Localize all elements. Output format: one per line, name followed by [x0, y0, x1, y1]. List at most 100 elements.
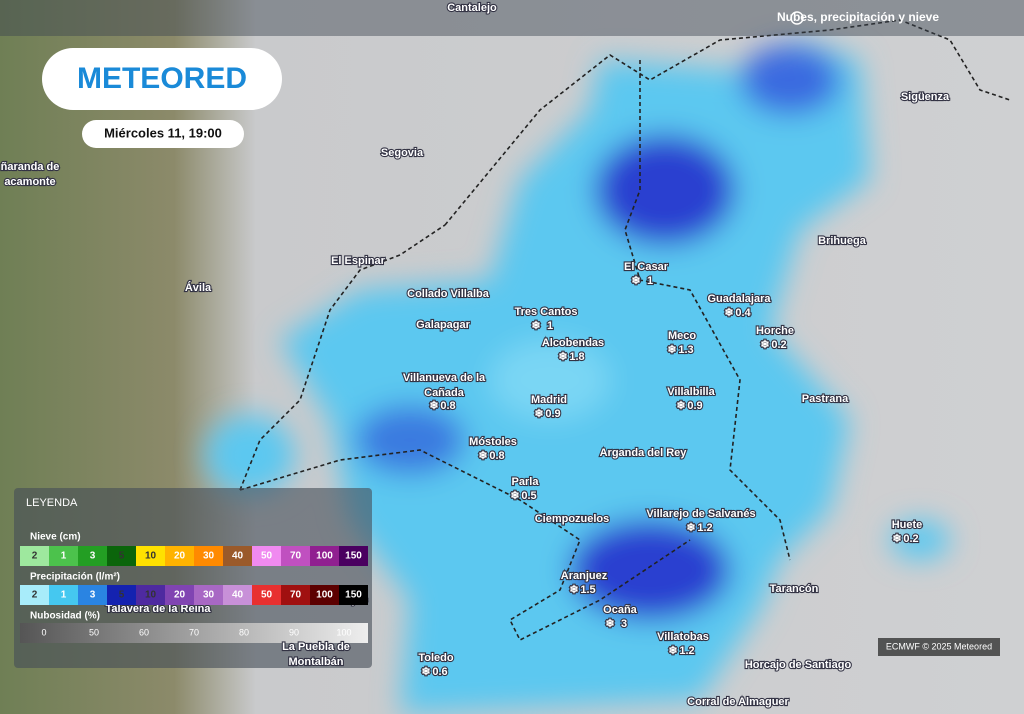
place-name: Horche — [756, 325, 794, 337]
place-name: Segovia — [381, 147, 424, 159]
snow-icon: ❄ — [478, 450, 487, 462]
legend-label: 70 — [189, 627, 199, 637]
snow-icon: ❄ — [569, 584, 578, 596]
legend-label: 40 — [232, 590, 244, 601]
boundary — [239, 19, 1011, 642]
cloud-icon — [790, 11, 804, 25]
credit-box — [878, 638, 1000, 656]
legend-label: 50 — [261, 590, 273, 601]
place-name: Montalbán — [289, 656, 344, 668]
legend-label: 10 — [145, 590, 157, 601]
precip-value: 0.2 — [771, 339, 786, 351]
legend-label: 100 — [316, 590, 333, 601]
legend-label: 3 — [90, 551, 96, 562]
snow-icon: ❄ — [892, 533, 901, 545]
legend-label: 3 — [90, 590, 96, 601]
place-name: La Puebla de — [282, 641, 350, 653]
legend-label: 150 — [345, 590, 362, 601]
place-name: Meco — [668, 330, 696, 342]
place-name: Cañada — [424, 387, 465, 399]
legend-label: 30 — [203, 590, 215, 601]
legend-cloud-title: Nubosidad (%) — [30, 611, 100, 622]
legend-swatch — [107, 546, 136, 566]
legend-swatch — [78, 585, 107, 605]
legend-swatch — [339, 585, 368, 605]
snow-icon: ❄ — [760, 339, 769, 351]
legend-swatch — [223, 585, 252, 605]
precipitation — [205, 40, 950, 714]
credit: ECMWF © 2025 Meteored — [886, 641, 992, 651]
legend-title: LEYENDA — [26, 497, 78, 509]
place-name: Villanueva de la — [403, 372, 486, 384]
snow-icon: ❄ — [534, 408, 543, 420]
precip-value: 1 — [647, 275, 653, 287]
legend-precip-title: Precipitación (l/m²) — [30, 572, 120, 583]
place-name: ñaranda de — [1, 161, 60, 173]
place-name: Móstoles — [469, 436, 517, 448]
legend-swatch — [107, 585, 136, 605]
legend-swatch — [310, 546, 339, 566]
precip-value: 1.3 — [678, 344, 693, 356]
legend-label: 30 — [203, 551, 215, 562]
legend-label: 10 — [145, 551, 157, 562]
place-name: Ciempozuelos — [535, 513, 610, 525]
legend-swatch — [165, 585, 194, 605]
legend-label: 5 — [119, 551, 125, 562]
legend-label: 80 — [239, 627, 249, 637]
place-name: Corral de Almaguer — [687, 696, 789, 708]
place-name: Galapagar — [416, 319, 471, 331]
place-name: Villarejo de Salvanés — [646, 508, 755, 520]
place-name: El Casar — [624, 261, 669, 273]
date-pill — [82, 120, 244, 148]
precip-value: 0.5 — [521, 490, 536, 502]
place-name: Toledo — [418, 652, 454, 664]
place-name: Guadalajara — [708, 293, 772, 305]
legend-label: 100 — [336, 627, 351, 637]
legend-swatch — [49, 585, 78, 605]
legend-swatch — [20, 546, 49, 566]
logo-pill — [42, 48, 282, 110]
legend-swatch — [310, 585, 339, 605]
place-name: Aranjuez — [561, 570, 608, 582]
legend-label: 1 — [61, 590, 67, 601]
precip-value: 1.8 — [569, 351, 584, 363]
legend-label: 50 — [89, 627, 99, 637]
snow-icon: ❄ — [631, 275, 640, 287]
legend-label: 70 — [290, 551, 302, 562]
precip-value: 3 — [621, 618, 627, 630]
legend-swatch — [252, 546, 281, 566]
snow-icon: ❄ — [667, 344, 676, 356]
place-name: Villalbilla — [667, 386, 715, 398]
place-name: Arganda del Rey — [600, 447, 688, 459]
precip-value: 1.2 — [697, 522, 712, 534]
place-name: Cantalejo — [447, 2, 497, 14]
place-name: Sigüenza — [901, 91, 950, 103]
legend-label: 150 — [345, 551, 362, 562]
place-name: Talavera de la Reina — [106, 603, 212, 615]
precip-value: 0.6 — [432, 666, 447, 678]
snow-icon: ❄ — [510, 490, 519, 502]
snow-icon: ❄ — [531, 320, 540, 332]
precip-value: 1.2 — [679, 645, 694, 657]
place-name: Collado Villalba — [407, 288, 490, 300]
place-name: Alcobendas — [542, 337, 604, 349]
legend-label: 5 — [119, 590, 125, 601]
legend-swatch — [223, 546, 252, 566]
place-name: Madrid — [531, 394, 567, 406]
legend-swatch — [281, 585, 310, 605]
snow-icon: ❄ — [558, 351, 567, 363]
legend-swatch — [49, 546, 78, 566]
place-name: Pastrana — [802, 393, 849, 405]
legend-label: 60 — [139, 627, 149, 637]
precip-value: 0.8 — [440, 400, 455, 412]
legend-label: 70 — [290, 590, 302, 601]
legend-swatch — [165, 546, 194, 566]
legend-swatch — [252, 585, 281, 605]
legend-swatch — [136, 585, 165, 605]
place-name: El Espinar — [331, 255, 386, 267]
precip-value: 0.2 — [903, 533, 918, 545]
precip-value: 0.9 — [545, 408, 560, 420]
legend-swatch — [20, 585, 49, 605]
legend-label: 1 — [61, 551, 67, 562]
top-bar — [0, 0, 1024, 36]
